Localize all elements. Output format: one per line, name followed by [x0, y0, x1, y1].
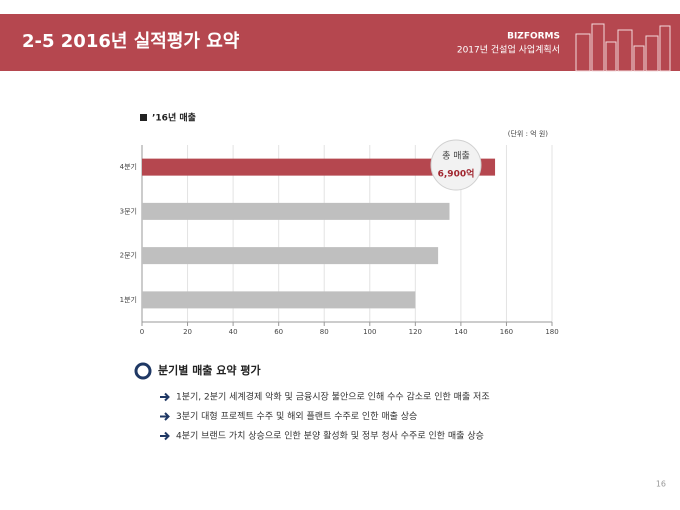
- callout-title: 총 매출: [442, 151, 470, 162]
- callout: 총 매출 6,900억: [430, 139, 482, 191]
- summary-item: 1분기, 2분기 세계경제 악화 및 금융시장 불안으로 인해 수수 감소로 인…: [176, 391, 490, 403]
- summary-list: 1분기, 2분기 세계경제 악화 및 금융시장 불안으로 인해 수수 감소로 인…: [160, 391, 490, 442]
- x-tick-label: 120: [409, 328, 422, 336]
- bar: [142, 158, 496, 176]
- chart-title: ’16년 매출: [152, 112, 196, 124]
- x-tick-label: 100: [363, 328, 376, 336]
- bar: [142, 202, 450, 220]
- header-subtitle: 2017년 건설업 사업계획서: [457, 44, 560, 56]
- bullet-arrow: [160, 431, 170, 441]
- x-tick-label: 20: [183, 328, 192, 336]
- header-title: 2-5 2016년 실적평가 요약: [22, 30, 240, 52]
- x-tick-label: 140: [454, 328, 467, 336]
- unit-label: (단위 : 억 원): [508, 129, 549, 138]
- page-number: 16: [656, 480, 666, 489]
- x-tick-label: 60: [274, 328, 283, 336]
- x-tick-label: 180: [545, 328, 558, 336]
- summary-item: 4분기 브랜드 가치 상승으로 인한 분양 활성화 및 정부 청사 수주로 인한…: [176, 430, 484, 442]
- summary-item: 3분기 대형 프로젝트 수주 및 해외 플랜트 수주로 인한 매출 상승: [176, 410, 417, 422]
- bar: [142, 247, 439, 265]
- header-band: [0, 14, 680, 71]
- callout-value: 6,900억: [438, 168, 475, 180]
- section-icon: [134, 362, 152, 380]
- y-tick-label: 4분기: [120, 162, 137, 171]
- y-tick-label: 3분기: [120, 206, 137, 215]
- section-title: 분기별 매출 요약 평가: [158, 363, 261, 377]
- title-marker: [140, 114, 147, 121]
- x-tick-label: 40: [229, 328, 238, 336]
- x-tick-label: 160: [500, 328, 513, 336]
- building-illustration: [575, 23, 671, 72]
- y-tick-label: 1분기: [120, 295, 137, 304]
- x-tick-label: 80: [320, 328, 329, 336]
- bullet-arrow: [160, 392, 170, 402]
- y-tick-label: 2분기: [120, 251, 137, 260]
- bar: [142, 291, 416, 309]
- callout-circle: [430, 139, 482, 191]
- bullet-arrow: [160, 412, 170, 421]
- plot: 0 20 40 60 80 100 120 140 160 180 4분기 3분기 2분기 1분기: [120, 145, 559, 336]
- brand: BIZFORMS: [507, 32, 560, 42]
- x-tick-label: 0: [140, 328, 144, 336]
